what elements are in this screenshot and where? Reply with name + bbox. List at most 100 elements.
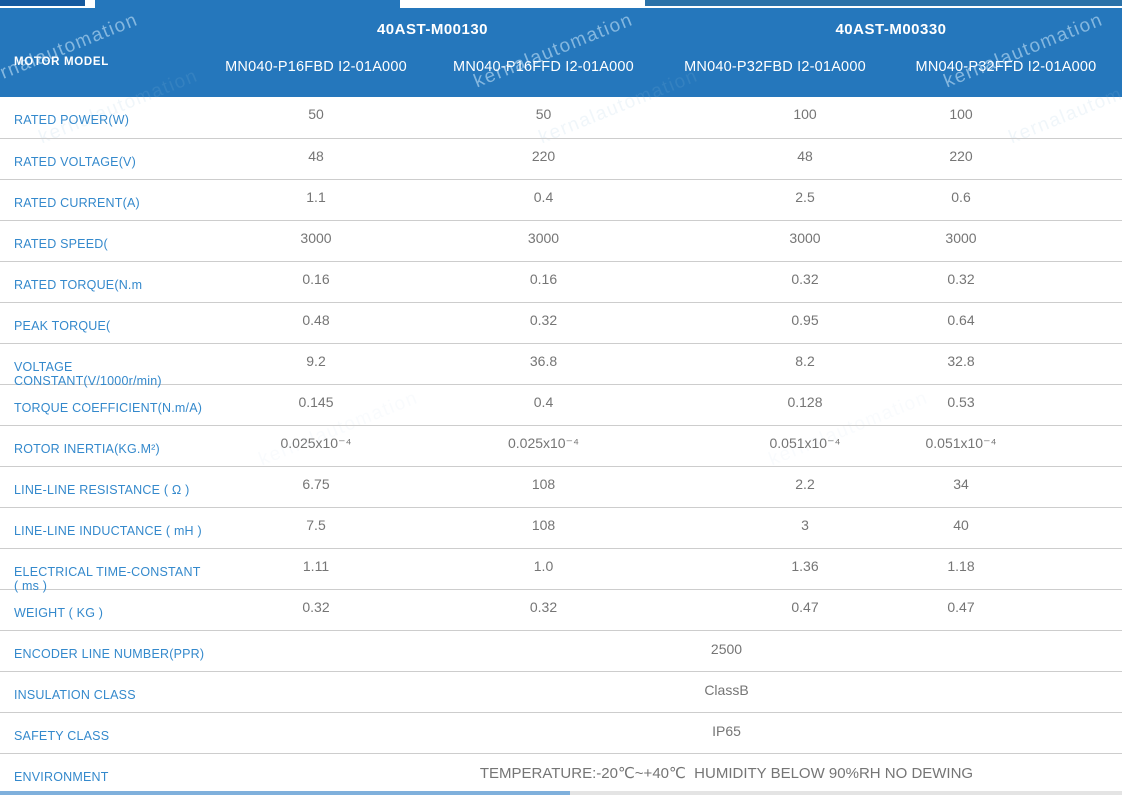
row-label: VOLTAGE CONSTANT(V/1000r/min) [14, 360, 162, 388]
row-label: LINE-LINE INDUCTANCE ( mH ) [14, 524, 202, 538]
cell-value: 3 [801, 517, 809, 533]
cell-value: 8.2 [795, 353, 815, 369]
cell-value: 0.32 [947, 271, 975, 287]
cell-value: 0.53 [947, 394, 975, 410]
table-row: RATED TORQUE(N.m 0.16 0.16 0.32 0.32 [0, 261, 1122, 302]
table-header: kernalautomation kernalautomation kernal… [0, 8, 1122, 97]
cell-value: 0.32 [529, 599, 558, 615]
cell-value: 220 [531, 148, 556, 164]
cell-value: 34 [953, 476, 969, 492]
row-label: ROTOR INERTIA(KG.M²) [14, 442, 160, 456]
table-row: ELECTRICAL TIME-CONSTANT ( ms ) 1.11 1.0 1.… [0, 548, 1122, 593]
bottom-edge-bar-gray [570, 791, 1122, 795]
top-edge-bar-blue [95, 0, 400, 8]
cell-value: 3000 [945, 230, 977, 246]
table-row: ENVIRONMENT TEMPERATURE:-20℃~+40℃ HUMIDIT… [0, 753, 1122, 794]
table-row: LINE-LINE INDUCTANCE ( mH ) 7.5 108 3 40 [0, 507, 1122, 548]
cell-value: 0.47 [791, 599, 819, 615]
row-label: RATED VOLTAGE(V) [14, 155, 136, 169]
cell-value: 0.47 [947, 599, 975, 615]
header-group-40AST-M00330: 40AST-M00330 MN040-P32FBD I2-01A000 MN04… [660, 8, 1122, 97]
cell-value: 108 [531, 476, 556, 492]
row-label: INSULATION CLASS [14, 688, 136, 702]
row-label: ENVIRONMENT [14, 770, 109, 784]
bottom-edge-bar-blue [0, 791, 570, 795]
row-label: PEAK TORQUE( [14, 319, 111, 333]
table-row: TORQUE COEFFICIENT(N.m/A) 0.145 0.4 0.128 0.… [0, 384, 1122, 425]
row-label: SAFETY CLASS [14, 729, 110, 743]
cell-value: 2.5 [795, 189, 815, 205]
cell-value: 0.6 [951, 189, 971, 205]
cell-value: 50 [535, 106, 552, 122]
cell-value: 3000 [300, 230, 332, 246]
cell-value: 1.11 [302, 558, 330, 574]
table-row: RATED CURRENT(A) 1.1 0.4 2.5 0.6 [0, 179, 1122, 220]
cell-value: 100 [793, 106, 817, 122]
cell-value: 108 [531, 517, 556, 533]
row-label: ELECTRICAL TIME-CONSTANT ( ms ) [14, 565, 201, 593]
cell-value: 50 [308, 106, 324, 122]
table-row: PEAK TORQUE(0.48 0.32 0.95 0.64 [0, 302, 1122, 343]
motor-model-label: MOTOR MODEL [14, 56, 110, 68]
cell-value: 0.025x10⁻⁴ [507, 435, 579, 451]
cell-value: 40 [953, 517, 969, 533]
cell-value: 48 [308, 148, 324, 164]
model-name: MN040-P16FBD I2-01A000 [225, 59, 407, 75]
cell-value: 0.4 [533, 394, 554, 410]
model-name: MN040-P16FFD I2-01A000 [453, 59, 634, 75]
top-edge-notch [85, 0, 95, 8]
table-row: ENCODER LINE NUMBER(PPR) 2500 [0, 630, 1122, 671]
cell-value: 36.8 [529, 353, 558, 369]
row-label: RATED SPEED( [14, 237, 108, 251]
table-row: RATED SPEED( 3000 3000 3000 3000 [0, 220, 1122, 261]
row-label: WEIGHT ( KG ) [14, 606, 104, 620]
top-edge-bar-dark [0, 0, 85, 6]
model-name: MN040-P32FFD I2-01A000 [915, 59, 1097, 75]
cell-value-span: TEMPERATURE:-20℃~+40℃ HUMIDITY BELOW 90%… [479, 765, 974, 782]
cell-value: 0.051x10⁻⁴ [769, 435, 841, 451]
cell-value: 0.32 [791, 271, 819, 287]
cell-value-span: IP65 [712, 723, 741, 739]
table-row: LINE-LINE RESISTANCE ( Ω ) 6.75 108 2.2 34 [0, 466, 1122, 507]
cell-value: 0.145 [298, 394, 334, 410]
cell-value: 1.18 [947, 558, 975, 574]
cell-value: 3000 [789, 230, 821, 246]
cell-value: 48 [797, 148, 813, 164]
model-name: MN040-P32FBD I2-01A000 [684, 59, 866, 75]
cell-value: 9.2 [306, 353, 326, 369]
row-label: ENCODER LINE NUMBER(PPR) [14, 647, 205, 661]
row-label: LINE-LINE RESISTANCE ( Ω ) [14, 483, 190, 497]
table-row: VOLTAGE CONSTANT(V/1000r/min) 9.2 36.8 8.2 3… [0, 343, 1122, 388]
cell-value: 0.64 [947, 312, 975, 328]
cell-value: 0.051x10⁻⁴ [925, 435, 997, 451]
table-row: INSULATION CLASS ClassB [0, 671, 1122, 712]
spec-table-body: RATED POWER(W) 50 50 100 100 RATED VOLTAGE(V)… [0, 97, 1122, 794]
cell-value: 1.1 [306, 189, 326, 205]
cell-value: 2.2 [795, 476, 815, 492]
cell-value: 0.4 [533, 189, 554, 205]
cell-value-span: ClassB [704, 682, 749, 698]
table-row: ROTOR INERTIA(KG.M²) 0.025x10⁻⁴ 0.025x10⁻⁴… [0, 425, 1122, 466]
cell-value: 0.16 [529, 271, 558, 287]
row-label: RATED POWER(W) [14, 113, 130, 127]
top-edge-gap [400, 0, 645, 8]
cell-value: 0.025x10⁻⁴ [280, 435, 352, 451]
cell-value: 32.8 [947, 353, 975, 369]
header-group-40AST-M00130: 40AST-M00130 MN040-P16FBD I2-01A000 MN04… [205, 8, 660, 97]
cell-value: 0.32 [529, 312, 558, 328]
cell-value: 3000 [527, 230, 560, 246]
cell-value: 100 [949, 106, 973, 122]
row-label: RATED TORQUE(N.m [14, 278, 143, 292]
cell-value-span: 2500 [710, 641, 743, 657]
row-label: RATED CURRENT(A) [14, 196, 140, 210]
group-title: 40AST-M00330 [835, 21, 947, 38]
cell-value: 7.5 [306, 517, 326, 533]
cell-value: 0.128 [787, 394, 823, 410]
row-label: TORQUE COEFFICIENT(N.m/A) [14, 401, 203, 415]
table-row: SAFETY CLASS IP65 [0, 712, 1122, 753]
table-row: WEIGHT ( KG ) 0.32 0.32 0.47 0.47 [0, 589, 1122, 630]
cell-value: 0.48 [302, 312, 330, 328]
table-row: RATED POWER(W) 50 50 100 100 [0, 97, 1122, 138]
cell-value: 6.75 [302, 476, 330, 492]
